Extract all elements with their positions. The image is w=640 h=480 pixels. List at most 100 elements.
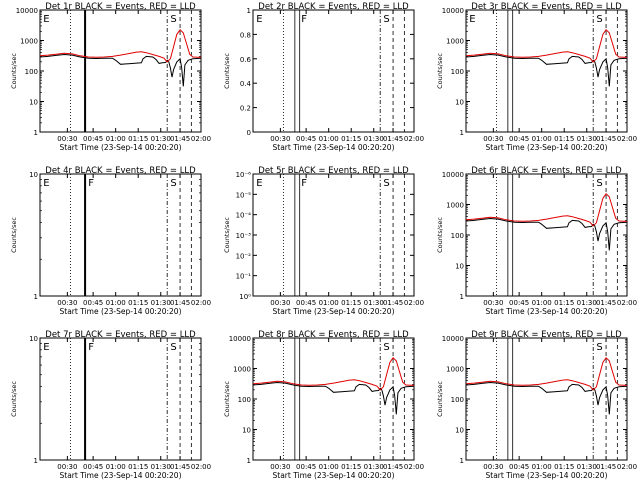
x-tick-label: 01:15 xyxy=(341,135,361,143)
flag-s: S xyxy=(170,342,176,353)
x-tick-label: 01:15 xyxy=(128,299,148,307)
x-tick-label: 01:45 xyxy=(596,463,616,471)
x-tick-label: 00:45 xyxy=(83,463,103,471)
x-tick-label: 01:30 xyxy=(151,299,171,307)
x-tick-label: 00:45 xyxy=(296,463,316,471)
lld-series-line xyxy=(465,29,627,63)
y-tick-label: 10⁻⁶ xyxy=(236,171,252,179)
x-tick-label: 01:00 xyxy=(319,463,339,471)
flag-s: S xyxy=(596,178,602,189)
x-tick-label: 01:45 xyxy=(170,463,190,471)
x-tick-label: 01:30 xyxy=(151,463,171,471)
y-tick-label: 0 xyxy=(247,129,251,137)
y-tick-label: 100 xyxy=(451,232,464,240)
y-tick-label: 1 xyxy=(247,457,251,465)
plot-frame xyxy=(465,337,628,461)
y-tick-label: 10000 xyxy=(16,7,38,15)
flag-e: E xyxy=(43,178,49,189)
x-tick-label: 01:15 xyxy=(341,299,361,307)
flag-s: S xyxy=(596,14,602,25)
panel-2: Det 2r BLACK = Events, RED = LLD 0 0.2 0.4 0… xyxy=(223,2,424,152)
panel-4: Det 4r BLACK = Events, RED = LLD 1 10 Count… xyxy=(10,166,211,316)
y-tick-label: 1 xyxy=(460,293,464,301)
x-tick-label: 01:45 xyxy=(170,299,190,307)
flag-s: S xyxy=(383,342,389,353)
y-tick-label: 10⁻³ xyxy=(236,232,252,240)
y-tick-label: 10000 xyxy=(442,171,464,179)
x-tick-label: 00:30 xyxy=(270,135,290,143)
events-series-line xyxy=(39,53,202,87)
x-tick-label: 01:15 xyxy=(128,135,148,143)
x-tick-label: 02:00 xyxy=(617,463,637,471)
y-tick-label: 10 xyxy=(242,427,251,435)
plot-frame xyxy=(252,9,415,133)
y-tick-label: 10 xyxy=(29,335,38,343)
events-series-line xyxy=(465,381,628,415)
plot-frame xyxy=(39,337,202,461)
plot-frame xyxy=(252,173,415,297)
flag-s: S xyxy=(170,178,176,189)
x-axis-label: Start Time (23-Sep-14 00:20:20) xyxy=(273,143,395,152)
y-tick-label: 10⁻⁴ xyxy=(236,212,252,220)
flag-e: E xyxy=(469,14,475,25)
x-tick-label: 02:00 xyxy=(617,135,637,143)
events-series-line xyxy=(252,381,415,415)
x-tick-label: 00:30 xyxy=(483,135,503,143)
panel-3: Det 3r BLACK = Events, RED = LLD 1 10 100 10… xyxy=(436,2,637,152)
y-tick-label: 1000 xyxy=(233,366,251,374)
x-axis-label: Start Time (23-Sep-14 00:20:20) xyxy=(273,307,395,316)
x-tick-label: 00:30 xyxy=(483,299,503,307)
x-axis-label: Start Time (23-Sep-14 00:20:20) xyxy=(60,471,182,480)
panel-5: Det 5r BLACK = Events, RED = LLD 10⁰ 10⁻¹ 1… xyxy=(223,166,424,316)
x-tick-label: 00:30 xyxy=(57,135,77,143)
x-tick-label: 00:45 xyxy=(296,299,316,307)
x-tick-label: 01:00 xyxy=(532,463,552,471)
x-tick-label: 01:00 xyxy=(319,135,339,143)
y-tick-label: 0.4 xyxy=(240,80,252,88)
y-tick-label: 1 xyxy=(460,457,464,465)
x-axis-label: Start Time (23-Sep-14 00:20:20) xyxy=(486,143,608,152)
flag-s: S xyxy=(596,342,602,353)
panel-title: Det 6r BLACK = Events, RED = LLD xyxy=(471,166,622,176)
x-tick-label: 01:45 xyxy=(383,135,403,143)
x-tick-label: 01:45 xyxy=(596,135,616,143)
x-tick-label: 00:45 xyxy=(83,135,103,143)
plot-frame xyxy=(39,9,202,133)
x-tick-label: 00:30 xyxy=(270,299,290,307)
x-tick-label: 01:15 xyxy=(341,463,361,471)
x-tick-label: 01:30 xyxy=(151,135,171,143)
y-axis-label: Counts/sec xyxy=(436,53,444,89)
y-tick-label: 1 xyxy=(247,7,251,15)
flag-s: S xyxy=(383,178,389,189)
x-tick-label: 00:30 xyxy=(57,299,77,307)
y-tick-label: 10000 xyxy=(442,7,464,15)
x-axis-label: Start Time (23-Sep-14 00:20:20) xyxy=(60,143,182,152)
x-tick-label: 02:00 xyxy=(404,135,424,143)
plot-frame xyxy=(252,337,415,461)
x-tick-label: 01:30 xyxy=(577,463,597,471)
panel-1: Det 1r BLACK = Events, RED = LLD 1 10 100 10… xyxy=(10,2,211,152)
y-tick-label: 1000 xyxy=(446,366,464,374)
y-tick-label: 1000 xyxy=(446,38,464,46)
x-tick-label: 00:45 xyxy=(83,299,103,307)
y-tick-label: 1000 xyxy=(446,202,464,210)
y-tick-label: 10 xyxy=(455,427,464,435)
panel-title: Det 4r BLACK = Events, RED = LLD xyxy=(45,166,196,176)
x-tick-label: 01:45 xyxy=(596,299,616,307)
x-tick-label: 02:00 xyxy=(191,135,211,143)
x-tick-label: 01:00 xyxy=(319,299,339,307)
x-tick-label: 01:15 xyxy=(554,299,574,307)
y-tick-label: 100 xyxy=(25,68,38,76)
panel-9: Det 9r BLACK = Events, RED = LLD 1 10 100 10… xyxy=(436,330,637,480)
plot-frame xyxy=(39,173,202,297)
x-tick-label: 02:00 xyxy=(191,299,211,307)
y-tick-label: 10 xyxy=(29,99,38,107)
y-tick-label: 100 xyxy=(451,396,464,404)
flag-f: F xyxy=(88,178,94,189)
panel-7: Det 7r BLACK = Events, RED = LLD 1 10 Count… xyxy=(10,330,211,480)
lld-series-line xyxy=(252,357,414,391)
events-series-line xyxy=(465,217,628,251)
x-tick-label: 01:00 xyxy=(106,463,126,471)
y-tick-label: 10000 xyxy=(229,335,251,343)
